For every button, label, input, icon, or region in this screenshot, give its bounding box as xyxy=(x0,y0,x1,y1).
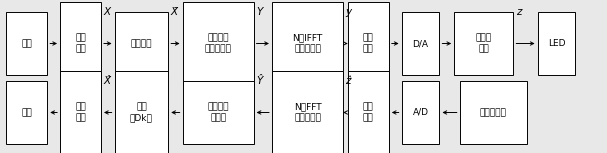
Bar xyxy=(272,2,343,86)
Bar xyxy=(538,12,575,75)
Text: N点FFT
去循环前级: N点FFT 去循环前级 xyxy=(294,103,321,122)
Bar xyxy=(60,71,101,153)
Text: 移去共轭
子载波: 移去共轭 子载波 xyxy=(208,103,229,122)
Text: 解调: 解调 xyxy=(21,108,32,117)
Text: D/A: D/A xyxy=(413,39,429,48)
Text: X̂: X̂ xyxy=(103,76,110,86)
Text: ẑ: ẑ xyxy=(345,76,351,86)
Text: X̄: X̄ xyxy=(171,7,178,17)
Text: 串并
转换: 串并 转换 xyxy=(363,103,374,122)
Bar xyxy=(459,81,527,144)
Bar xyxy=(6,12,47,75)
Text: Ŷ: Ŷ xyxy=(256,76,262,86)
Bar xyxy=(115,71,168,153)
Bar xyxy=(183,2,254,86)
Text: LED: LED xyxy=(548,39,565,48)
Text: 并串
转换: 并串 转换 xyxy=(363,34,374,53)
Text: Y: Y xyxy=(256,7,262,17)
Bar xyxy=(454,12,514,75)
Bar xyxy=(402,81,439,144)
Text: 串并
转换: 串并 转换 xyxy=(75,34,86,53)
Text: 并串
转换: 并串 转换 xyxy=(75,103,86,122)
Text: 调制: 调制 xyxy=(21,39,32,48)
Text: 光接收模块: 光接收模块 xyxy=(480,108,507,117)
Text: z: z xyxy=(516,7,521,17)
Bar xyxy=(402,12,439,75)
Bar xyxy=(60,2,101,86)
Text: y: y xyxy=(345,7,351,17)
Text: X: X xyxy=(103,7,110,17)
Bar xyxy=(348,71,389,153)
Text: 加直流
偏置: 加直流 偏置 xyxy=(476,34,492,53)
Bar xyxy=(6,81,47,144)
Text: 取模
（Dk）: 取模 （Dk） xyxy=(130,103,153,122)
Bar xyxy=(272,71,343,153)
Text: A/D: A/D xyxy=(413,108,429,117)
Text: N点IFFT
加循环前级: N点IFFT 加循环前级 xyxy=(293,34,322,53)
Bar xyxy=(348,2,389,86)
Bar xyxy=(183,81,254,144)
Text: 共轭对称
子载波映射: 共轭对称 子载波映射 xyxy=(205,34,231,53)
Bar xyxy=(115,12,168,75)
Text: 音调注入: 音调注入 xyxy=(131,39,152,48)
